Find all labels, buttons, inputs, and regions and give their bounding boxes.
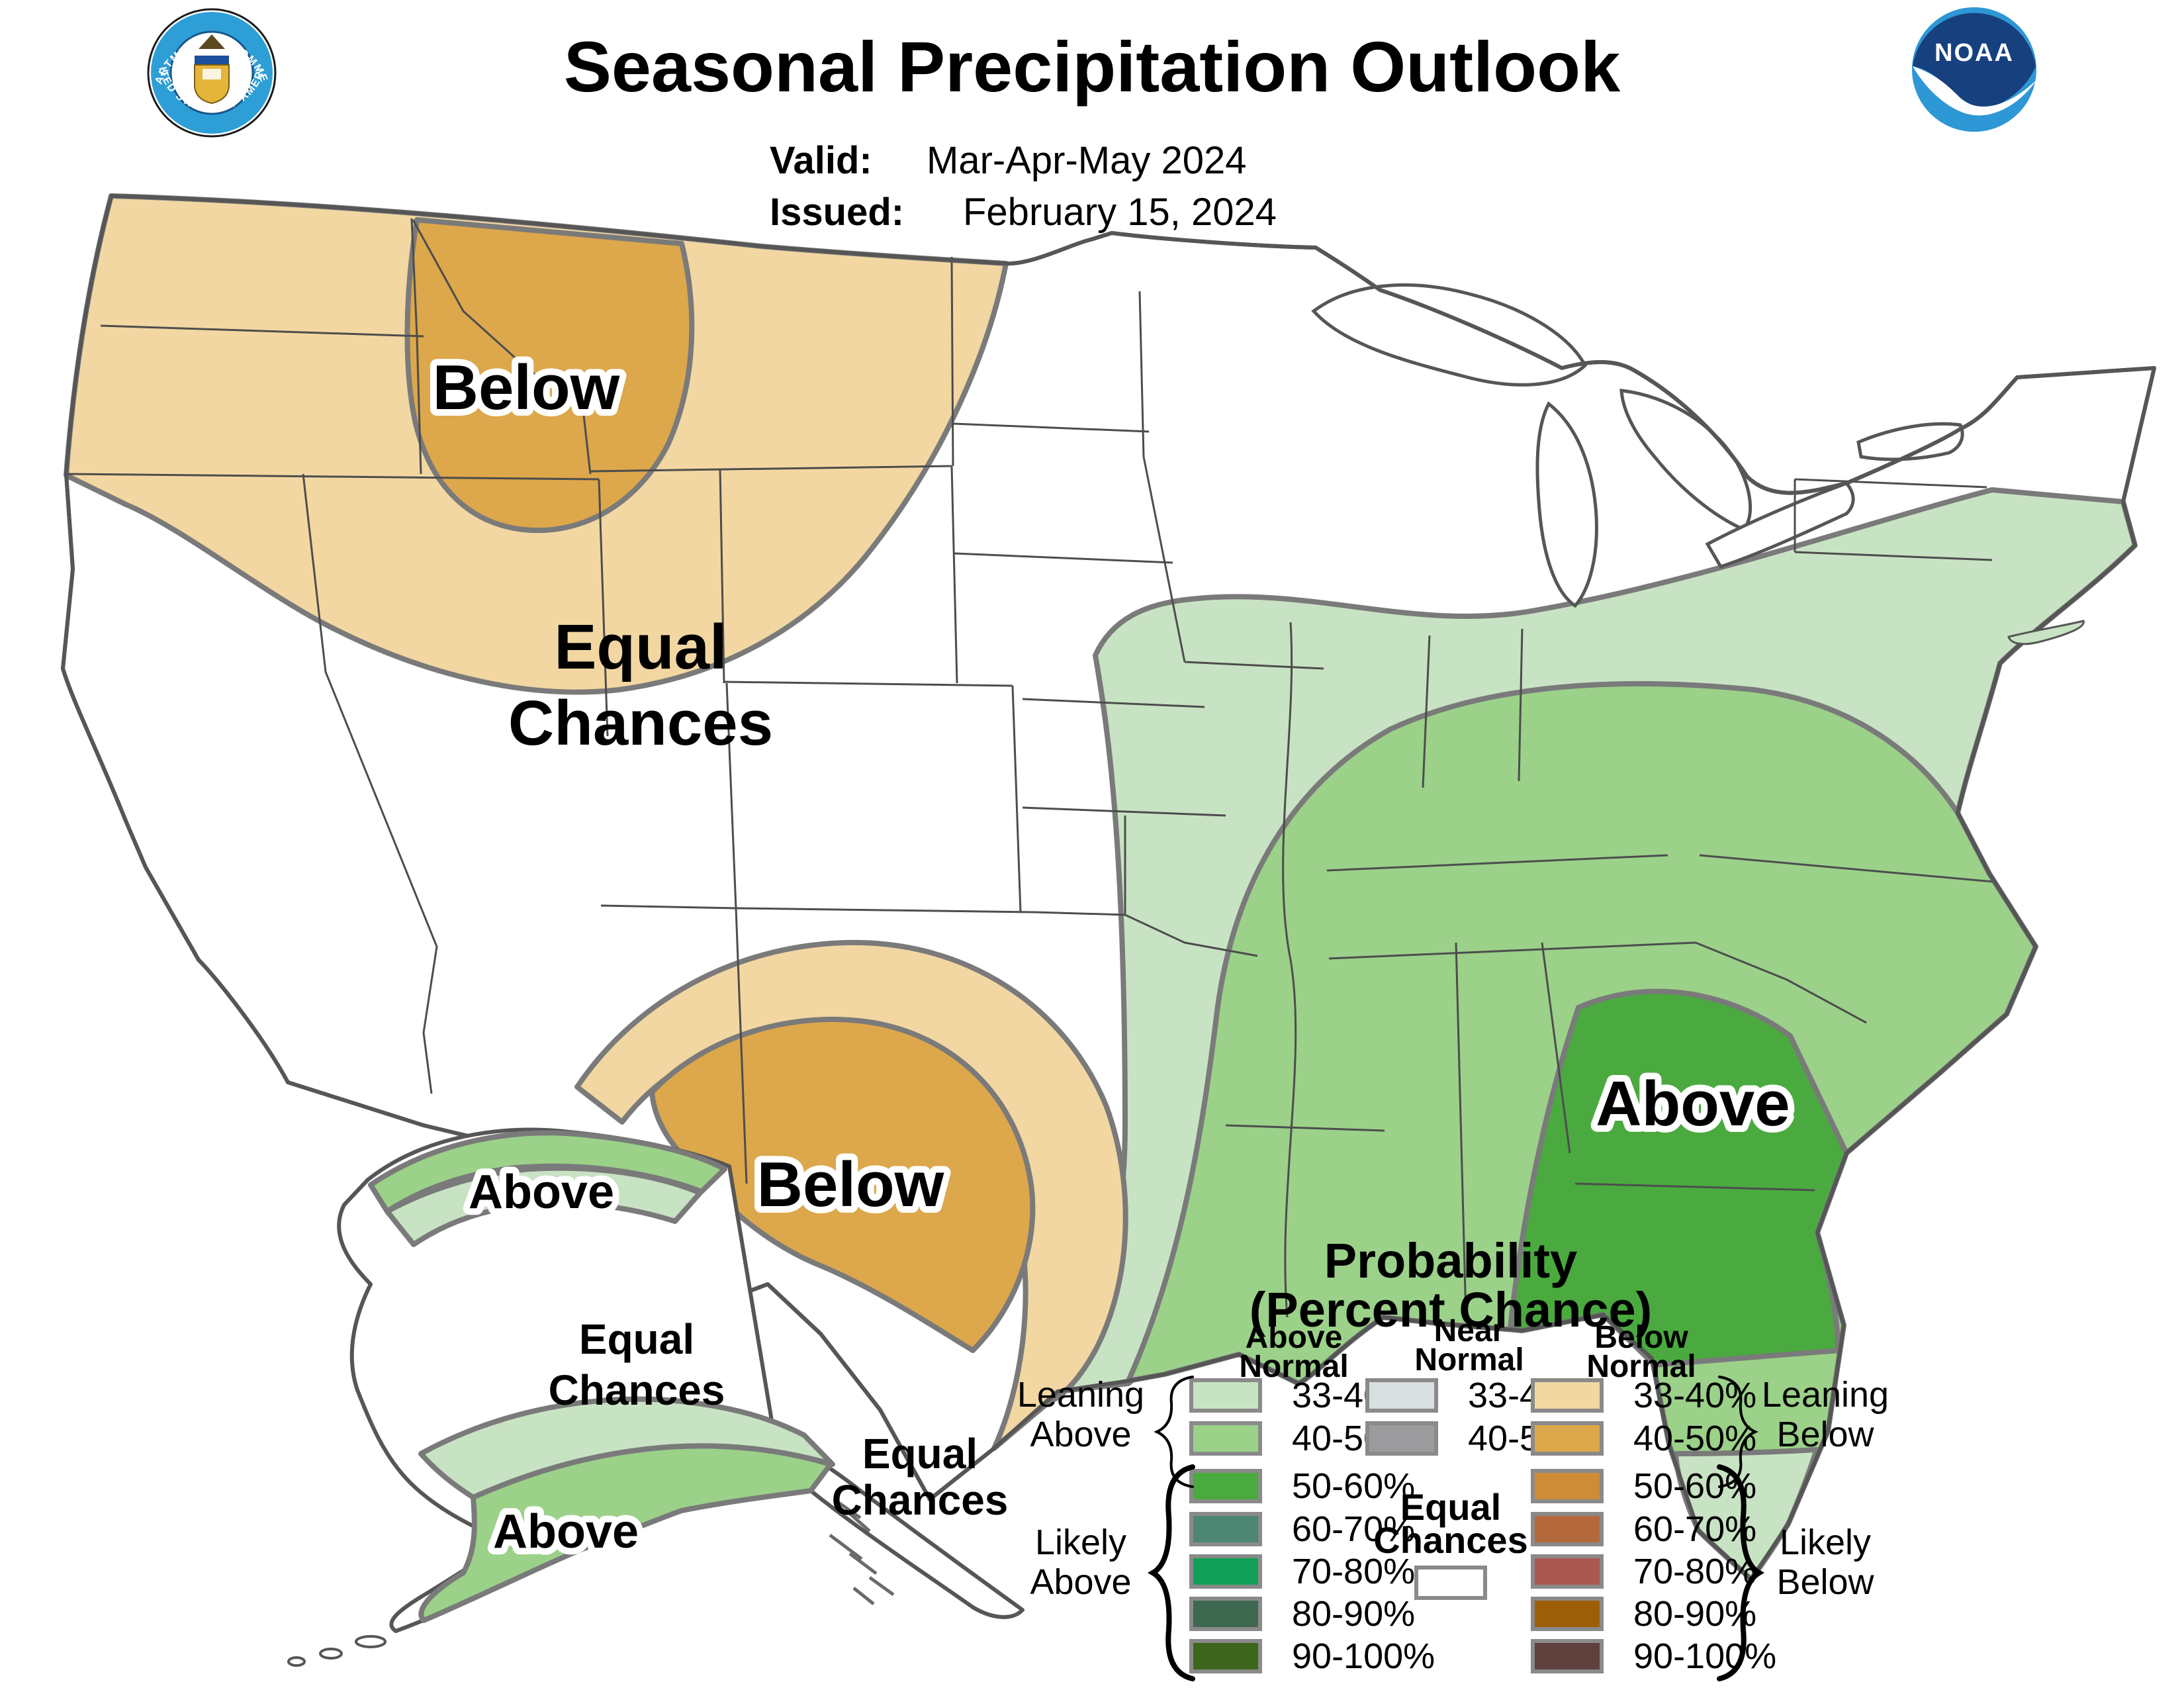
legend-swatch xyxy=(1189,1554,1262,1589)
label-tx-below: Below xyxy=(757,1149,944,1220)
label-nw-below: Below xyxy=(433,352,620,423)
legend-col-near-1: Near xyxy=(1434,1313,1505,1348)
map-region-labels: Below Equal Chances Below Above Above Eq… xyxy=(426,346,1797,1565)
legend-likely-below-2: Below xyxy=(1776,1562,1874,1602)
legend-swatch xyxy=(1531,1554,1604,1589)
legend-range: 60-70% xyxy=(1633,1509,1756,1549)
legend-equal-chances-swatch xyxy=(1414,1566,1487,1600)
legend-swatch xyxy=(1189,1512,1262,1546)
legend-leaning-below-2: Below xyxy=(1776,1415,1874,1454)
legend-swatch xyxy=(1531,1639,1604,1673)
legend-title-2: (Percent Chance) xyxy=(1250,1282,1653,1337)
seal-shield-chief xyxy=(195,56,229,65)
legend-likely-above-2: Above xyxy=(1030,1562,1131,1602)
lake-ontario xyxy=(1856,422,1964,461)
state-boundaries xyxy=(66,218,1994,1318)
brace-leaning-below xyxy=(1718,1376,1758,1488)
header: DEPARTMENT OF COMMERCE UNITED STATES OF … xyxy=(0,0,2037,234)
valid-value: Mar-Apr-May 2024 xyxy=(927,139,1246,182)
region-nw-below-40-50 xyxy=(404,217,695,534)
aleutian-islands xyxy=(287,1635,387,1667)
ak-region-north-above-40-50 xyxy=(368,1130,727,1214)
department-of-commerce-seal-icon: DEPARTMENT OF COMMERCE UNITED STATES OF … xyxy=(0,0,277,138)
legend-swatch xyxy=(1365,1421,1438,1456)
brace-likely-below xyxy=(1717,1464,1765,1681)
legend-range: 33-40% xyxy=(1633,1376,1756,1415)
label-ak-north-above: Above xyxy=(469,1166,614,1219)
legend-likely-below-1: Likely xyxy=(1780,1523,1871,1562)
legend-col-near-2: Normal xyxy=(1414,1342,1524,1378)
valid-label: Valid: xyxy=(770,139,872,182)
lake-michigan xyxy=(1535,401,1598,608)
long-island xyxy=(2007,620,2085,645)
brace-leaning-above xyxy=(1154,1376,1194,1488)
label-se-above: Above xyxy=(1596,1068,1790,1139)
conus-coast-outline xyxy=(61,194,2156,1581)
legend-swatch xyxy=(1189,1597,1262,1631)
legend-range: 90-100% xyxy=(1633,1636,1776,1676)
alaska-panhandle-fjords xyxy=(829,1497,895,1605)
lake-superior xyxy=(1311,283,1588,387)
issued-value: February 15, 2024 xyxy=(963,191,1277,234)
legend-equal-chances-1: Equal xyxy=(1400,1486,1501,1528)
legend-swatch xyxy=(1189,1378,1262,1413)
legend-leaning-above-2: Above xyxy=(1030,1415,1131,1454)
legend-col-above-1: Above xyxy=(1246,1320,1343,1355)
legend-above-column: 33-40% 40-50% 50-60% 60-70% 70-80% 80-90… xyxy=(1189,1376,1435,1676)
legend: Probability (Percent Chance) Above Norma… xyxy=(1017,1233,1889,1681)
legend-below-column: 33-40% 40-50% 50-60% 60-70% 70-80% 80-90… xyxy=(1531,1376,1776,1676)
noaa-logo-dark-top xyxy=(1913,13,2036,110)
legend-range: 50-60% xyxy=(1633,1466,1756,1506)
legend-swatch xyxy=(1531,1421,1604,1456)
seal-ship-icon xyxy=(203,69,221,79)
ak-region-south-above-40-50 xyxy=(418,1443,833,1623)
legend-swatch xyxy=(1531,1512,1604,1546)
legend-swatch xyxy=(1189,1469,1262,1503)
legend-swatch xyxy=(1531,1597,1604,1631)
legend-range: 50-60% xyxy=(1292,1466,1415,1506)
legend-range: 90-100% xyxy=(1292,1636,1435,1676)
legend-likely-above-1: Likely xyxy=(1035,1523,1126,1562)
lake-erie xyxy=(1705,481,1855,569)
label-ak-south-above: Above xyxy=(493,1505,639,1558)
legend-range: 40-50% xyxy=(1633,1419,1756,1458)
legend-swatch xyxy=(1365,1378,1438,1413)
page-title: Seasonal Precipitation Outlook xyxy=(564,26,1621,107)
legend-range: 80-90% xyxy=(1633,1594,1756,1634)
legend-col-below-2: Normal xyxy=(1586,1349,1696,1384)
label-ak-se-equal-2: Chances xyxy=(832,1476,1009,1524)
legend-swatch xyxy=(1531,1469,1604,1503)
legend-swatch xyxy=(1531,1378,1604,1413)
legend-leaning-below-1: Leaning xyxy=(1762,1375,1889,1415)
ak-region-north-above-33-40 xyxy=(385,1165,703,1247)
legend-range: 70-80% xyxy=(1633,1552,1756,1591)
legend-swatch xyxy=(1189,1421,1262,1456)
legend-leaning-above-1: Leaning xyxy=(1017,1375,1144,1415)
seal-eagle-icon xyxy=(199,34,225,49)
alaska-map xyxy=(287,1127,1024,1667)
legend-range: 80-90% xyxy=(1292,1594,1415,1634)
legend-swatch xyxy=(1189,1639,1262,1673)
brace-likely-above xyxy=(1147,1464,1195,1681)
legend-title-1: Probability xyxy=(1324,1233,1577,1288)
region-above-50-60 xyxy=(1508,988,1849,1368)
noaa-seagull-icon xyxy=(1913,66,2037,116)
legend-range: 60-70% xyxy=(1292,1509,1415,1549)
label-west-equal-1: Equal xyxy=(554,612,727,682)
legend-col-below-1: Below xyxy=(1594,1320,1688,1355)
label-ak-central-equal-1: Equal xyxy=(579,1315,694,1363)
legend-equal-chances-2: Chances xyxy=(1373,1519,1527,1561)
conus-map xyxy=(61,193,2156,1582)
issued-label: Issued: xyxy=(770,191,904,234)
legend-range: 70-80% xyxy=(1292,1552,1415,1591)
label-ak-se-equal-1: Equal xyxy=(862,1430,978,1477)
noaa-logo-text: NOAA xyxy=(1934,39,2014,67)
label-west-equal-2: Chances xyxy=(508,688,773,759)
noaa-logo-icon: NOAA xyxy=(1912,7,2037,132)
label-ak-central-equal-2: Chances xyxy=(549,1366,725,1414)
